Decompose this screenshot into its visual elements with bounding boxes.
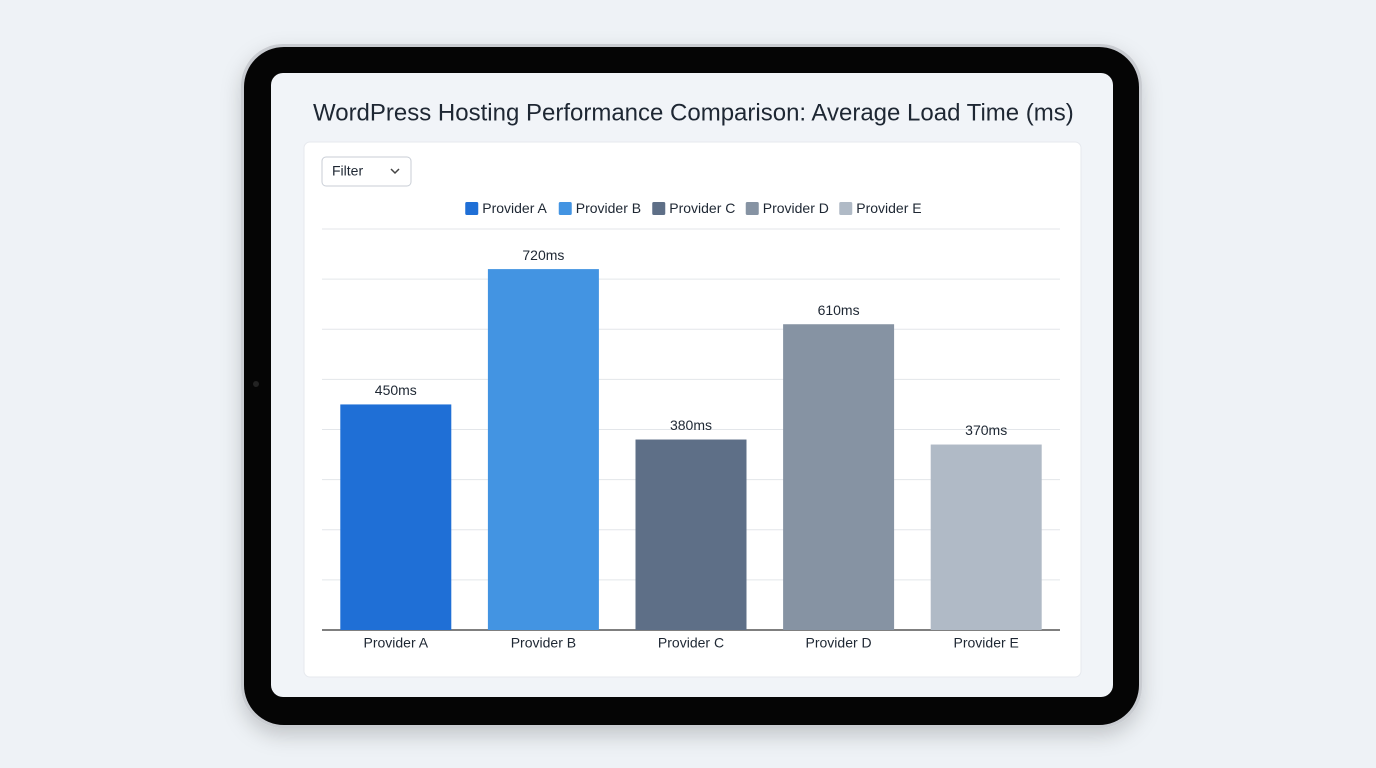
bar <box>783 324 895 630</box>
bar <box>487 269 599 630</box>
x-tick-label: Provider C <box>658 635 724 651</box>
value-label: 720ms <box>522 247 564 263</box>
x-tick-label: Provider B <box>511 635 576 651</box>
filter-box[interactable] <box>321 156 412 187</box>
legend-label: Provider E <box>856 200 921 216</box>
bar <box>635 439 747 630</box>
filter-label[interactable]: Filter <box>332 163 363 179</box>
legend-swatch <box>839 202 853 215</box>
x-tick-label: Provider A <box>364 635 429 651</box>
legend-label: Provider A <box>482 200 547 216</box>
legend-swatch <box>652 202 666 215</box>
x-tick-label: Provider E <box>954 635 1019 651</box>
legend-label: Provider C <box>669 200 735 216</box>
x-tick-label: Provider D <box>806 635 872 651</box>
legend-swatch <box>465 202 479 215</box>
bar <box>930 444 1042 630</box>
bar <box>340 404 452 630</box>
value-label: 610ms <box>818 302 860 318</box>
legend-swatch <box>745 202 759 215</box>
legend-label: Provider B <box>576 200 641 216</box>
value-label: 380ms <box>670 417 712 433</box>
legend-label: Provider D <box>763 200 829 216</box>
value-label: 450ms <box>375 382 417 398</box>
legend-swatch <box>558 202 572 215</box>
camera <box>253 381 259 387</box>
chart-title: WordPress Hosting Performance Comparison… <box>313 99 1074 126</box>
dropdown-chevron[interactable] <box>390 168 400 175</box>
filter-dropdown[interactable]: Filter <box>321 156 412 187</box>
value-label: 370ms <box>965 422 1007 438</box>
